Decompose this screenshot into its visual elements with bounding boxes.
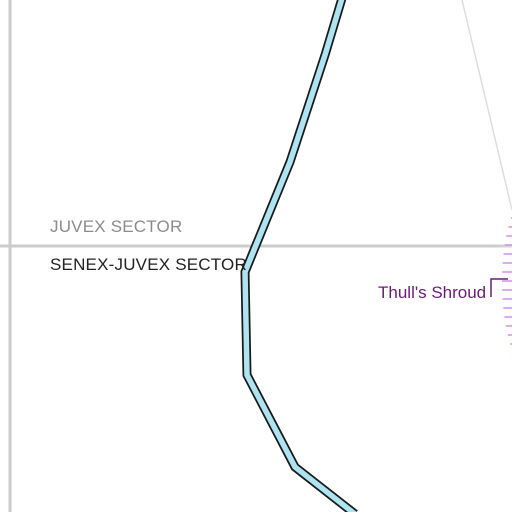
- sector-label-senex-juvex: SENEX-JUVEX SECTOR: [50, 255, 247, 274]
- route-corridor[interactable]: [240, 0, 358, 512]
- faint-boundary-line: [461, 0, 512, 211]
- route-fill: [242, 0, 357, 512]
- feature-label-thulls-shroud[interactable]: Thull's Shroud: [378, 283, 486, 302]
- sector-label-juvex: JUVEX SECTOR: [50, 217, 182, 236]
- route-outline: [240, 0, 358, 512]
- nebula-thulls-shroud[interactable]: [488, 190, 512, 374]
- thulls-shroud-leader-line: [490, 278, 508, 297]
